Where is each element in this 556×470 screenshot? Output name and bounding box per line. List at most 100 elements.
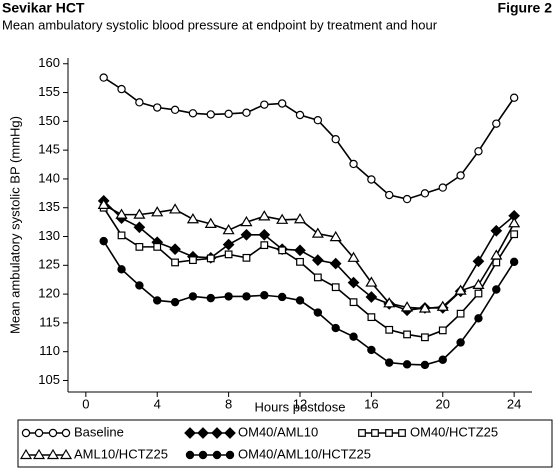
y-tick-label: 115 [39,314,60,329]
marker [474,147,483,156]
marker [329,230,342,242]
marker [296,257,304,266]
y-tick-label: 155 [38,84,60,99]
marker [258,210,271,221]
legend-marker [185,450,195,460]
y-tick-label: 160 [38,55,60,70]
marker [401,301,414,312]
marker [135,98,144,107]
marker [490,224,503,237]
marker [385,325,394,334]
marker [313,308,323,317]
y-tick-label: 150 [38,113,60,128]
marker [189,256,197,265]
marker [277,99,287,108]
marker [492,285,501,294]
x-tick-label: 0 [82,396,89,411]
y-tick-label: 130 [38,228,60,243]
marker [454,284,467,295]
marker [295,110,305,120]
marker [186,213,199,224]
legend-marker [225,450,235,460]
marker [224,250,233,259]
legend-label: OM40/AML10/HCTZ25 [238,446,371,461]
marker [115,208,128,219]
marker [456,338,465,347]
marker [169,243,181,256]
marker [365,276,378,287]
marker [242,292,251,301]
marker [385,190,394,200]
marker [438,355,447,364]
marker [508,217,521,228]
marker [151,206,164,217]
x-tick-label: 12 [293,396,307,411]
legend-box [17,419,553,468]
x-axis-label: Hours postdose [254,399,345,414]
chart-subtitle: Mean ambulatory systolic blood pressure … [2,17,438,32]
marker [153,242,162,251]
marker [169,203,182,214]
legend-marker [21,428,31,438]
marker [206,254,215,263]
marker [99,73,108,82]
legend-marker [61,428,71,438]
legend-marker [19,448,33,460]
legend-label: Baseline [74,424,124,439]
legend-marker [46,448,60,460]
marker [436,300,449,311]
marker [438,326,447,335]
marker [153,296,162,305]
marker [365,291,378,303]
marker [153,103,162,112]
marker [403,330,411,339]
y-tick-label: 145 [38,142,60,157]
marker [117,231,126,240]
legend-marker [385,429,393,437]
legend-marker [371,429,379,437]
y-tick-label: 135 [38,199,60,214]
marker [421,333,429,342]
legend-marker [197,427,209,439]
marker [171,258,179,267]
marker [224,292,233,301]
marker [188,109,198,118]
legend-marker [358,429,366,437]
marker [510,230,519,239]
legend-marker [212,450,222,460]
marker [402,360,412,369]
marker [331,134,340,144]
marker [206,110,215,119]
marker [349,159,358,169]
marker [367,345,376,355]
legend-marker [48,428,58,438]
legend-marker [34,428,44,438]
marker [490,249,503,260]
marker [331,323,340,333]
marker [331,283,340,292]
marker [474,314,483,323]
y-axis-label: Mean ambulatory systolic BP (mmHg) [7,116,22,334]
legend-marker [184,427,196,439]
y-tick-label: 120 [38,286,60,301]
marker [240,215,253,227]
legend-label: OM40/AML10 [238,424,318,439]
marker [367,313,376,322]
marker [117,84,126,94]
x-tick-label: 16 [364,396,378,411]
marker [117,265,126,274]
marker [260,100,269,109]
marker [383,297,396,308]
marker [418,302,431,313]
x-tick-label: 24 [507,396,521,411]
legend-marker [398,429,406,437]
x-tick-label: 8 [225,396,232,411]
marker [385,358,394,367]
marker [509,257,519,267]
marker [204,217,217,228]
marker [311,254,324,266]
marker [260,241,269,250]
marker [135,281,144,290]
marker [313,273,322,282]
